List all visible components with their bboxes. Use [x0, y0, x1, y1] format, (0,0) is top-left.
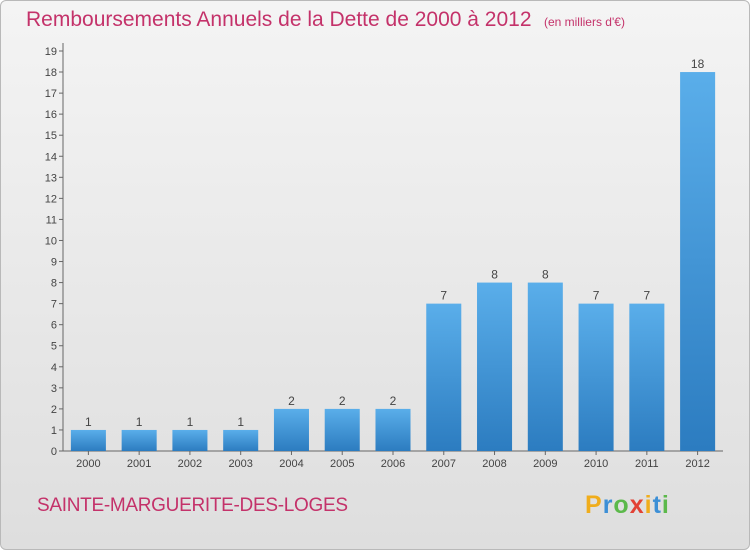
data-label: 1: [136, 415, 143, 429]
y-tick-label: 7: [51, 299, 57, 311]
x-tick-label: 2004: [279, 458, 303, 470]
data-label: 7: [440, 289, 447, 303]
data-label: 2: [288, 394, 295, 408]
y-tick-label: 2: [51, 404, 57, 416]
y-tick-label: 9: [51, 257, 57, 269]
x-tick-label: 2008: [482, 458, 506, 470]
y-tick-label: 12: [45, 193, 57, 205]
bar: [223, 429, 259, 451]
bar: [172, 429, 208, 451]
bar: [70, 429, 106, 451]
x-tick-label: 2002: [178, 458, 202, 470]
y-tick-label: 10: [45, 235, 57, 247]
y-tick-label: 16: [45, 109, 57, 121]
y-tick-label: 17: [45, 88, 57, 100]
data-label: 2: [390, 394, 397, 408]
y-tick-label: 18: [45, 67, 57, 79]
logo-letter: t: [652, 491, 662, 519]
x-tick-label: 2009: [533, 458, 557, 470]
data-label: 7: [644, 289, 651, 303]
x-tick-label: 2012: [685, 458, 709, 470]
y-tick-label: 11: [46, 214, 57, 226]
data-label: 8: [542, 268, 549, 282]
x-tick-label: 2001: [127, 458, 151, 470]
chart-title: Remboursements Annuels de la Dette de 20…: [26, 8, 532, 31]
bar: [426, 303, 462, 451]
chart-unit: (en milliers d'€): [543, 15, 625, 29]
chart-title-block: Remboursements Annuels de la Dette de 20…: [26, 8, 625, 32]
x-tick-label: 2011: [635, 458, 659, 470]
x-tick-label: 2007: [432, 458, 456, 470]
y-tick-label: 6: [51, 320, 57, 332]
bar: [375, 408, 411, 451]
y-tick-label: 13: [45, 172, 57, 184]
logo-letter: i: [661, 491, 670, 519]
bar: [527, 282, 563, 451]
logo-letter: x: [629, 491, 645, 519]
bar: [121, 429, 157, 451]
y-tick-label: 1: [51, 425, 57, 437]
x-tick-label: 2003: [228, 458, 252, 470]
data-label: 2: [339, 394, 346, 408]
y-tick-label: 15: [45, 130, 57, 142]
y-tick-label: 14: [45, 151, 57, 163]
commune-name: SAINTE-MARGUERITE-DES-LOGES: [37, 495, 348, 516]
bar: [273, 408, 309, 451]
y-tick-label: 8: [51, 278, 57, 290]
bar: [578, 303, 614, 451]
x-tick-label: 2005: [330, 458, 354, 470]
y-tick-label: 0: [51, 446, 57, 458]
data-label: 1: [85, 415, 92, 429]
data-label: 8: [491, 268, 498, 282]
y-tick-label: 5: [51, 341, 57, 353]
y-tick-label: 4: [51, 362, 57, 374]
data-label: 18: [691, 57, 705, 71]
x-tick-label: 2010: [584, 458, 608, 470]
logo-letter: i: [644, 491, 653, 519]
bar: [680, 72, 716, 451]
logo-letter: r: [602, 491, 614, 519]
bar: [629, 303, 665, 451]
logo-letter: P: [585, 491, 603, 519]
data-label: 1: [187, 415, 194, 429]
x-tick-label: 2000: [76, 458, 100, 470]
bar: [477, 282, 513, 451]
y-tick-label: 3: [51, 383, 57, 395]
data-label: 7: [593, 289, 600, 303]
proxiti-logo: Proxiti: [585, 491, 670, 520]
x-tick-label: 2006: [381, 458, 405, 470]
logo-letter: o: [613, 491, 630, 519]
y-tick-label: 19: [45, 46, 57, 58]
bar: [324, 408, 360, 451]
data-label: 1: [237, 415, 244, 429]
